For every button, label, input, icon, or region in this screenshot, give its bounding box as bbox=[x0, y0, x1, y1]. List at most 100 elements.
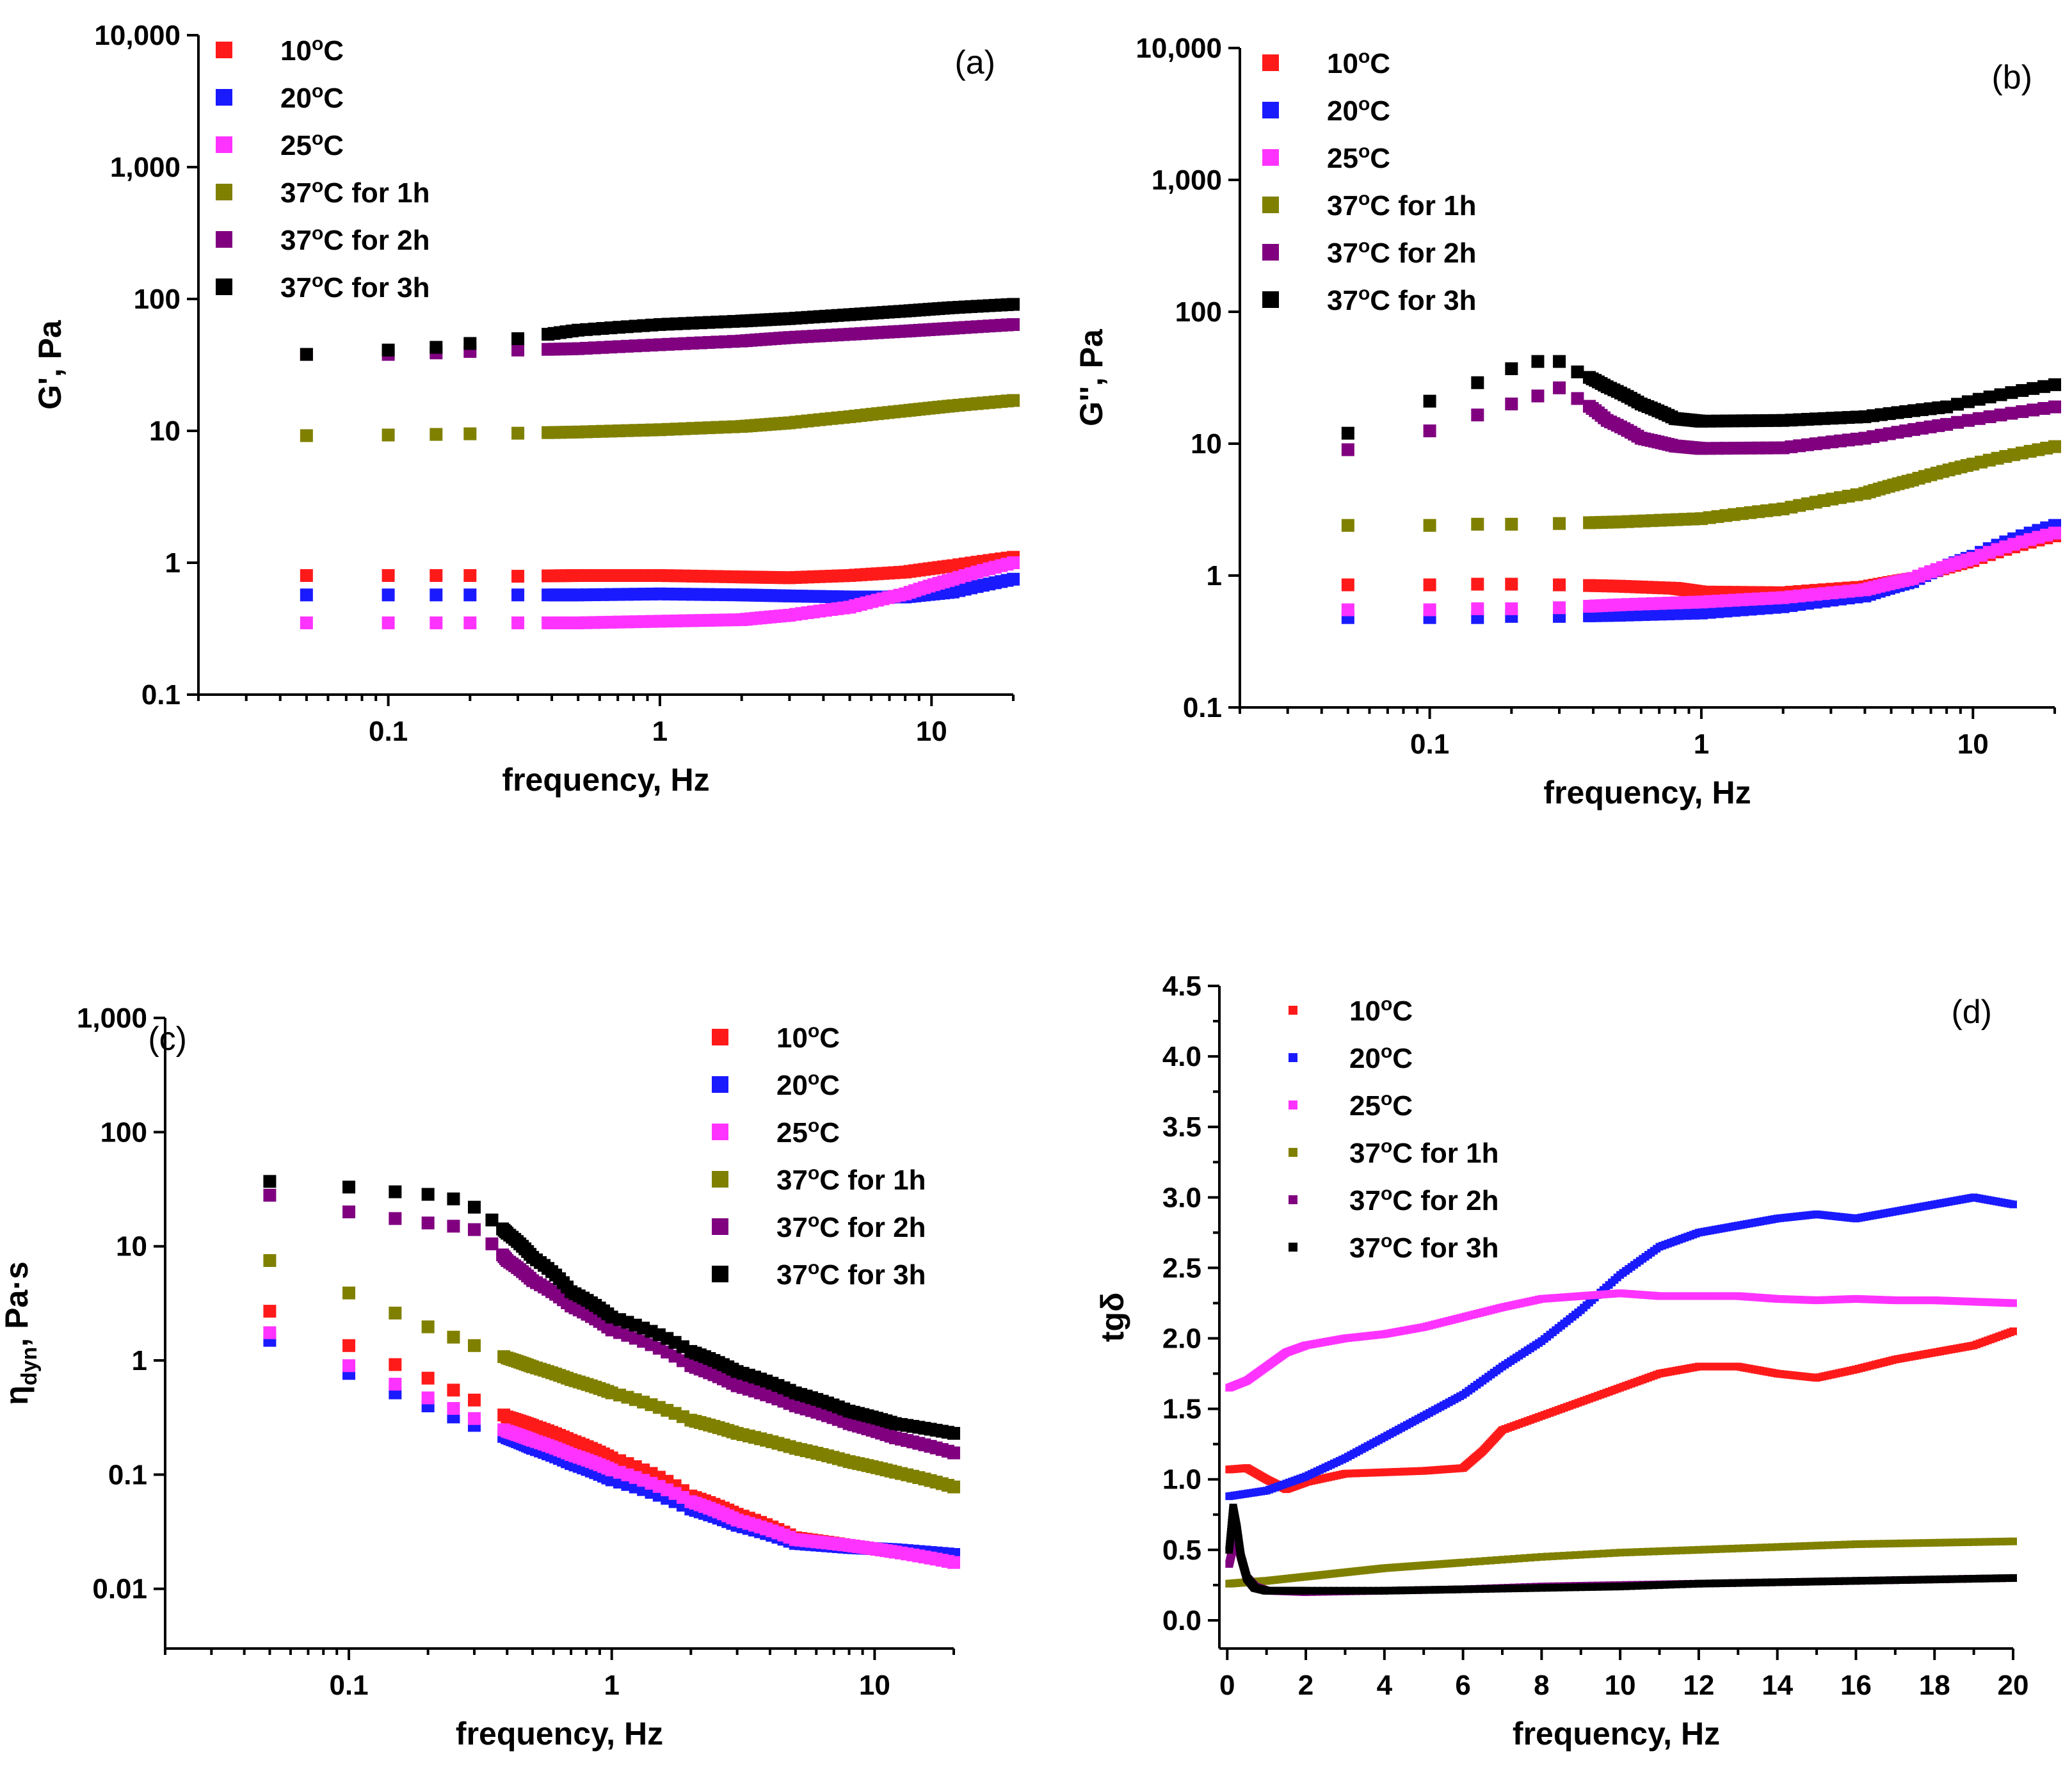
data-point bbox=[430, 568, 443, 582]
data-point bbox=[2009, 1574, 2017, 1582]
x-tick-label: 10 bbox=[1957, 729, 1989, 760]
y-tick-label: 0.1 bbox=[141, 679, 181, 711]
data-point bbox=[463, 427, 477, 440]
data-point bbox=[421, 1371, 435, 1385]
data-point bbox=[511, 570, 525, 583]
data-point bbox=[2005, 386, 2018, 399]
data-point bbox=[2037, 380, 2051, 393]
data-point bbox=[1505, 397, 1518, 410]
series-5 bbox=[1225, 1503, 2017, 1595]
data-point bbox=[1423, 394, 1436, 408]
legend-marker bbox=[1262, 149, 1279, 166]
data-point bbox=[1341, 603, 1354, 617]
data-point bbox=[467, 1200, 481, 1214]
data-point bbox=[1951, 415, 1964, 429]
data-point bbox=[430, 616, 443, 629]
legend-marker bbox=[1289, 1101, 1297, 1109]
legend-marker bbox=[712, 1029, 728, 1045]
x-axis-title: frequency, Hz bbox=[1513, 1716, 1720, 1752]
panel-label: (b) bbox=[1991, 59, 2032, 96]
data-point bbox=[342, 1339, 356, 1352]
data-point bbox=[263, 1305, 277, 1318]
data-point bbox=[300, 588, 313, 602]
data-point bbox=[1553, 355, 1566, 368]
legend-label: 37oC for 2h bbox=[1349, 1183, 1499, 1216]
panel-d: 0 2 4 6 8 10 12 14 16 18 20 0.0 0.5 1.0 1.5 2.0 2.5 3.0 3.… bbox=[1095, 971, 2028, 1752]
data-point bbox=[1531, 355, 1545, 368]
legend-marker bbox=[712, 1266, 728, 1282]
data-point bbox=[463, 337, 477, 350]
data-point bbox=[447, 1401, 460, 1415]
y-tick-label: 100 bbox=[1175, 296, 1222, 328]
data-point bbox=[2027, 403, 2040, 417]
data-point bbox=[1341, 443, 1354, 456]
legend-label: 37oC for 3h bbox=[1327, 283, 1477, 316]
y-axis-title: ηdyn, Pa·s bbox=[0, 1261, 42, 1405]
data-point bbox=[1007, 572, 1020, 586]
x-tick-label: 8 bbox=[1534, 1670, 1549, 1701]
legend-marker bbox=[1289, 1243, 1297, 1252]
legend-marker bbox=[216, 278, 232, 295]
y-tick-label: 100 bbox=[100, 1117, 147, 1148]
data-point bbox=[430, 588, 443, 602]
data-point bbox=[2048, 440, 2061, 453]
data-point bbox=[342, 1286, 356, 1300]
y-axis-title: G'', Pa bbox=[1073, 328, 1109, 426]
data-point bbox=[381, 616, 395, 629]
series-3 bbox=[1341, 440, 2061, 532]
data-point bbox=[1983, 391, 1996, 404]
data-point bbox=[2016, 405, 2029, 418]
data-point bbox=[1505, 577, 1518, 591]
data-point bbox=[1994, 388, 2007, 401]
data-point bbox=[389, 1378, 402, 1391]
data-point bbox=[1961, 414, 1975, 427]
y-tick-label: 3.5 bbox=[1162, 1111, 1201, 1143]
legend-label: 37oC for 2h bbox=[776, 1210, 926, 1243]
data-point bbox=[342, 1206, 356, 1219]
series-3 bbox=[300, 394, 1020, 442]
x-tick-label: 10 bbox=[859, 1670, 890, 1701]
data-point bbox=[1553, 517, 1566, 530]
data-point bbox=[1505, 602, 1518, 615]
data-point bbox=[1471, 408, 1484, 422]
data-point bbox=[1571, 365, 1584, 378]
data-point bbox=[2037, 401, 2051, 415]
data-point bbox=[263, 1188, 277, 1202]
y-tick-label: 1 bbox=[165, 547, 181, 579]
x-tick-label: 1 bbox=[1694, 729, 1709, 760]
data-point bbox=[467, 1393, 481, 1407]
y-tick-label: 1,000 bbox=[1152, 165, 1222, 196]
y-tick-label: 1.0 bbox=[1162, 1464, 1201, 1496]
x-tick-label: 0.1 bbox=[329, 1670, 368, 1701]
legend-label: 37oC for 3h bbox=[1349, 1230, 1499, 1264]
legend-label: 37oC for 3h bbox=[776, 1257, 926, 1291]
data-point bbox=[2009, 1537, 2017, 1545]
x-tick-label: 1 bbox=[652, 716, 668, 747]
y-tick-label: 2.0 bbox=[1162, 1323, 1201, 1355]
legend-marker bbox=[1289, 1006, 1297, 1015]
data-point bbox=[447, 1330, 460, 1344]
legend-label: 20oC bbox=[280, 81, 344, 114]
panel-c: 0.1 1 10 0.01 0.1 1 10 100 1,000 frequency, Hz ηdy… bbox=[0, 1003, 960, 1752]
series-0 bbox=[263, 1305, 960, 1567]
data-point bbox=[263, 1254, 277, 1267]
legend-label: 10oC bbox=[1349, 994, 1413, 1027]
data-point bbox=[1471, 577, 1484, 591]
y-tick-label: 100 bbox=[134, 284, 181, 315]
legend-label: 37oC for 2h bbox=[1327, 236, 1477, 269]
legend-label: 10oC bbox=[1327, 46, 1390, 79]
series-4 bbox=[300, 318, 1020, 361]
data-point bbox=[511, 426, 525, 440]
y-tick-label: 0.0 bbox=[1162, 1605, 1201, 1636]
data-point bbox=[1471, 602, 1484, 615]
data-point bbox=[1961, 395, 1975, 408]
data-point bbox=[389, 1358, 402, 1371]
series-5 bbox=[1341, 355, 2061, 440]
legend-label: 10oC bbox=[280, 33, 344, 67]
series-5 bbox=[300, 298, 1020, 361]
data-point bbox=[1972, 392, 1986, 406]
data-point bbox=[300, 568, 313, 582]
legend-marker bbox=[216, 89, 232, 106]
series-2 bbox=[1225, 1289, 2017, 1392]
series-2 bbox=[1341, 526, 2061, 617]
